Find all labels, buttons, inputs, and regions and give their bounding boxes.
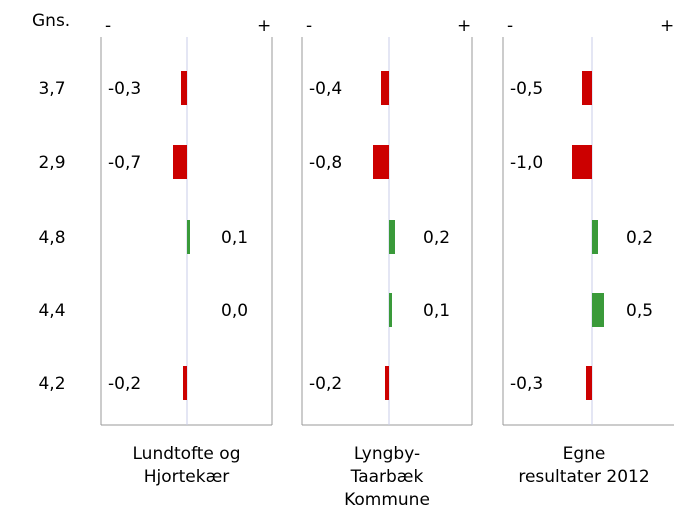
- plus-marker: +: [457, 16, 471, 36]
- value-label: -0,8: [309, 153, 342, 173]
- bar-negative: [582, 71, 592, 105]
- minus-marker: -: [105, 16, 111, 36]
- bar-positive: [389, 220, 395, 254]
- value-label: -0,2: [108, 374, 141, 394]
- bar-positive: [592, 293, 604, 327]
- bar-negative: [173, 145, 187, 179]
- value-label: 0,1: [423, 301, 450, 321]
- panel-name-line: Lyngby-: [354, 444, 420, 464]
- panel-name-line: Lundtofte og: [133, 444, 241, 464]
- bar-negative: [572, 145, 592, 179]
- average-column: 3,7 2,9 4,8 4,4 4,2: [38, 79, 65, 394]
- minus-marker: -: [306, 16, 312, 36]
- bar-positive: [592, 220, 598, 254]
- bar-negative: [183, 366, 187, 400]
- value-label: -0,7: [108, 153, 141, 173]
- minus-marker: -: [507, 16, 513, 36]
- value-label: 0,2: [626, 228, 653, 248]
- value-label: 0,2: [423, 228, 450, 248]
- value-label: 0,0: [221, 301, 248, 321]
- plus-marker: +: [257, 16, 271, 36]
- bar-positive: [187, 220, 190, 254]
- row-average-label: 3,7: [38, 79, 65, 99]
- panel-name-line: Kommune: [344, 490, 430, 510]
- average-header: Gns.: [32, 11, 70, 31]
- bar-negative: [385, 366, 389, 400]
- value-label: 0,5: [626, 301, 653, 321]
- bar-negative: [373, 145, 389, 179]
- row-average-label: 2,9: [38, 153, 65, 173]
- value-label: -0,4: [309, 79, 342, 99]
- plus-marker: +: [660, 16, 674, 36]
- row-average-label: 4,2: [38, 374, 65, 394]
- bar-positive: [389, 293, 392, 327]
- row-average-label: 4,4: [38, 301, 65, 321]
- bar-negative: [381, 71, 389, 105]
- panel-name-line: Taarbæk: [350, 467, 424, 487]
- panel-name-line: Hjortekær: [144, 467, 230, 487]
- panel-2: - + -0,4 -0,8 0,2 0,1 -0,2 Lyngby- Taarbæk Kommun…: [301, 16, 473, 510]
- row-average-label: 4,8: [38, 228, 65, 248]
- panel-name-line: Egne: [563, 444, 606, 464]
- value-label: -0,3: [510, 374, 543, 394]
- panel-3: - + -0,5 -1,0 0,2 0,5 -0,3 Egne resultater 2012: [502, 16, 674, 487]
- panel-name-line: resultater 2012: [518, 467, 649, 487]
- value-label: -0,3: [108, 79, 141, 99]
- value-label: -0,5: [510, 79, 543, 99]
- panel-1: - + -0,3 -0,7 0,1 0,0 -0,2 Lundtofte og Hjortekæ…: [100, 16, 273, 487]
- value-label: -1,0: [510, 153, 543, 173]
- value-label: -0,2: [309, 374, 342, 394]
- value-label: 0,1: [221, 228, 248, 248]
- bar-negative: [181, 71, 187, 105]
- bar-negative: [586, 366, 592, 400]
